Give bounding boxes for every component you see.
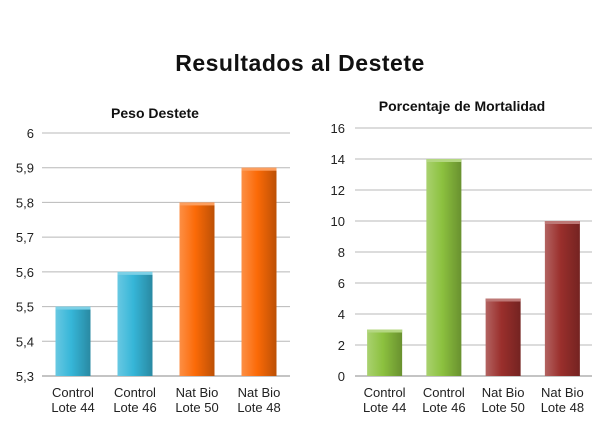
bar (117, 271, 153, 376)
x-category-label: Control (423, 385, 465, 400)
x-category-label: Lote 46 (422, 400, 465, 415)
y-tick-label: 4 (338, 307, 345, 322)
bar-highlight (179, 202, 215, 206)
bar-highlight (426, 159, 462, 162)
bar (241, 167, 277, 376)
x-category-label: Lote 50 (481, 400, 524, 415)
y-tick-label: 5,5 (16, 300, 34, 315)
y-tick-label: 6 (27, 126, 34, 141)
y-tick-label: 5,9 (16, 161, 34, 176)
bar-highlight (367, 329, 403, 333)
y-tick-label: 2 (338, 338, 345, 353)
x-category-label: Lote 48 (237, 400, 280, 415)
chart-1: Peso Destete 5,3 5,4 5,5 5,6 5,7 5,8 5,9 6 Contro… (16, 105, 290, 415)
chart-title: Peso Destete (111, 105, 199, 121)
bar (544, 221, 580, 376)
x-category-label: Lote 46 (113, 400, 156, 415)
bar (485, 298, 521, 376)
chart-title: Porcentaje de Mortalidad (379, 98, 545, 114)
y-tick-label: 14 (331, 152, 345, 167)
y-tick-label: 5,8 (16, 195, 34, 210)
y-tick-label: 10 (331, 214, 345, 229)
chart-2: Porcentaje de Mortalidad 0 2 4 6 8 10 12 14 16 Con… (331, 98, 592, 415)
y-tick-label: 5,3 (16, 369, 34, 384)
y-tick-label: 8 (338, 245, 345, 260)
x-category-label: Lote 44 (51, 400, 94, 415)
y-tick-label: 5,7 (16, 230, 34, 245)
x-category-label: Nat Bio (541, 385, 584, 400)
x-category-label: Nat Bio (176, 385, 219, 400)
y-tick-label: 12 (331, 183, 345, 198)
y-tick-label: 16 (331, 121, 345, 136)
x-category-label: Control (114, 385, 156, 400)
y-tick-label: 6 (338, 276, 345, 291)
bar-highlight (544, 221, 580, 224)
y-tick-label: 5,4 (16, 334, 34, 349)
y-tick-label: 5,6 (16, 265, 34, 280)
bar (179, 202, 215, 376)
bar (55, 306, 91, 376)
x-category-label: Control (52, 385, 94, 400)
bar-highlight (485, 298, 521, 302)
bar (367, 329, 403, 376)
x-category-label: Lote 44 (363, 400, 406, 415)
page-title: Resultados al Destete (175, 50, 425, 76)
x-category-label: Lote 50 (175, 400, 218, 415)
bar (426, 159, 462, 376)
x-category-label: Nat Bio (482, 385, 525, 400)
y-tick-label: 0 (338, 369, 345, 384)
x-category-label: Nat Bio (238, 385, 281, 400)
bar-highlight (55, 306, 91, 310)
x-category-label: Lote 48 (541, 400, 584, 415)
bar-highlight (241, 167, 277, 171)
x-category-label: Control (364, 385, 406, 400)
bar-highlight (117, 271, 153, 275)
